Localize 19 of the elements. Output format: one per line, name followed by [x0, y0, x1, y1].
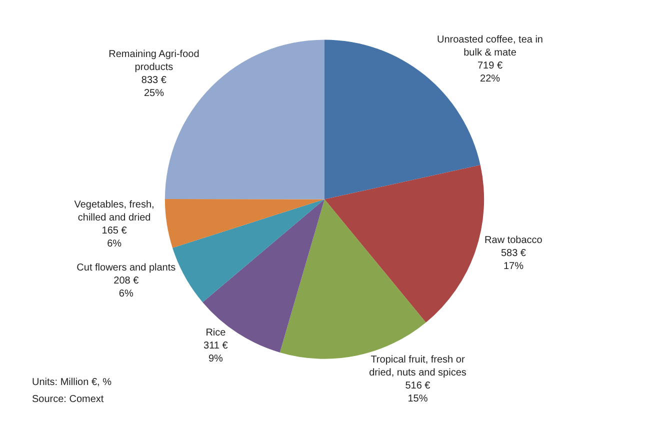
text: Units: Million €, %: [32, 377, 112, 388]
data-label: 833 € 25%: [141, 74, 167, 99]
pie-slice: [202, 199, 324, 352]
slice-label: Unroasted coffee, tea in bulk & mate: [437, 34, 543, 59]
pie-slice: [164, 199, 324, 248]
data-label: 583 € 17%: [500, 248, 526, 272]
slice-label: Remaining Agri-food products: [108, 48, 200, 73]
data-label: 165 € 6%: [102, 225, 128, 250]
slice-label: Tropical fruit, fresh or dried, nuts and spices: [369, 354, 466, 379]
source-note: Source: Comext: [32, 394, 104, 405]
slice-label: Raw tobacco: [484, 234, 543, 246]
slice-label: Vegetables, fresh, chilled and dried: [74, 199, 154, 224]
data-label: 208 € 6%: [114, 275, 140, 300]
slice-label: Cut flowers and plants: [76, 262, 176, 274]
slice-label: Rice: [206, 328, 226, 339]
data-label: 719 € 22%: [477, 60, 503, 85]
data-label: 516 € 15%: [405, 380, 431, 405]
data-label: 311 € 9%: [204, 340, 228, 365]
pie-slice: [324, 165, 484, 322]
